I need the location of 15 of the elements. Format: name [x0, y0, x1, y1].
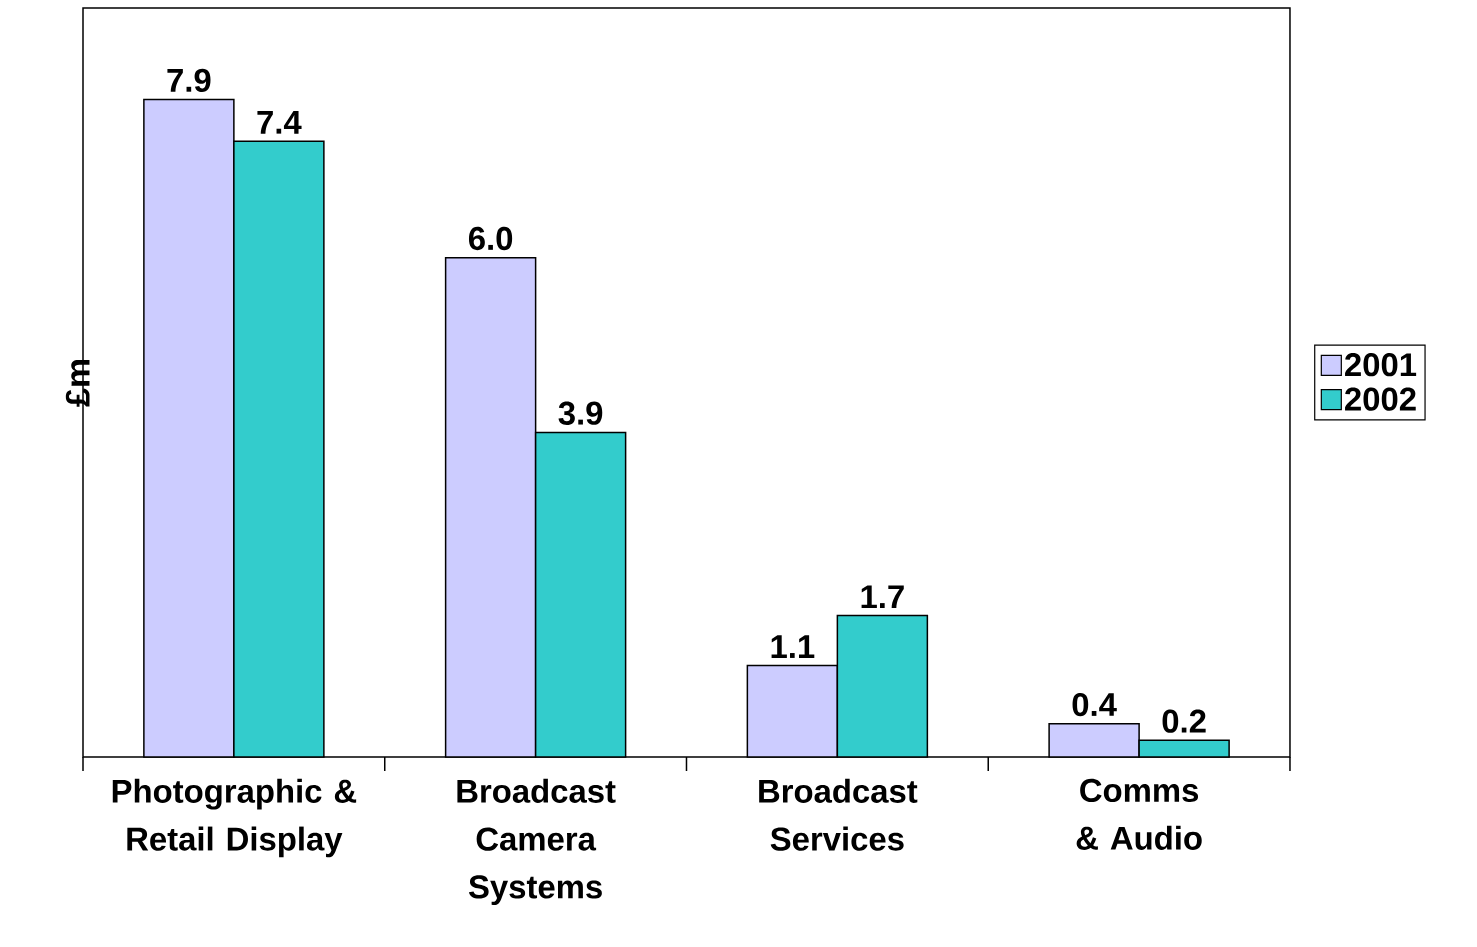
data-label: 1.1: [771, 635, 815, 658]
y-axis-title: £m: [65, 360, 90, 407]
x-tick-label: Photographic & Retail Display: [112, 778, 357, 858]
data-label: 6.0: [468, 226, 513, 251]
data-label: 0.4: [1072, 692, 1117, 717]
x-tick-label: Broadcast Services: [759, 778, 918, 851]
data-label: 1.7: [861, 585, 904, 608]
x-tick-label: Broadcast Camera Systems: [457, 778, 616, 906]
data-label: 7.9: [167, 68, 211, 93]
x-tick-label: Comms & Audio: [1076, 778, 1202, 850]
legend-label: 2002: [1345, 387, 1416, 411]
legend-label: 2001: [1345, 353, 1417, 377]
data-label: 7.4: [257, 111, 302, 134]
data-label: 3.9: [558, 401, 603, 425]
data-label: 0.2: [1162, 709, 1206, 733]
